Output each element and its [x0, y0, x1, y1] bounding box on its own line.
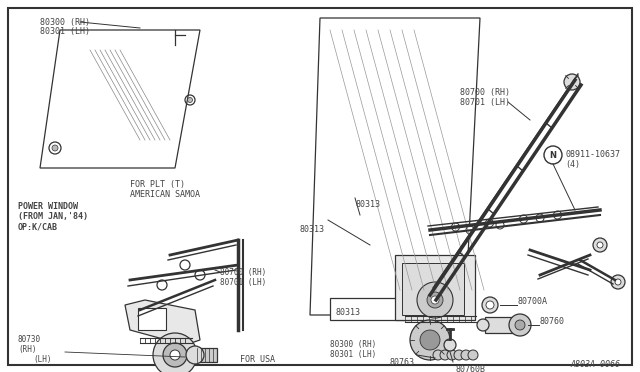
- Text: AMERICAN SAMOA: AMERICAN SAMOA: [130, 190, 200, 199]
- Circle shape: [153, 333, 197, 372]
- Text: 80701 (LH): 80701 (LH): [220, 278, 266, 287]
- Circle shape: [157, 280, 167, 290]
- Circle shape: [440, 350, 450, 360]
- Circle shape: [180, 260, 190, 270]
- Circle shape: [597, 242, 603, 248]
- Bar: [138, 308, 166, 330]
- Circle shape: [536, 214, 544, 222]
- Bar: [395, 255, 475, 320]
- Circle shape: [444, 339, 456, 351]
- Bar: [330, 298, 410, 320]
- Circle shape: [564, 74, 580, 90]
- Circle shape: [496, 221, 504, 229]
- Text: 80700A: 80700A: [518, 298, 548, 307]
- Circle shape: [486, 219, 493, 227]
- Circle shape: [515, 320, 525, 330]
- Circle shape: [186, 346, 204, 364]
- Text: (RH): (RH): [18, 345, 36, 354]
- Circle shape: [477, 319, 489, 331]
- Text: OP:K/CAB: OP:K/CAB: [18, 222, 58, 231]
- Circle shape: [486, 301, 494, 309]
- Circle shape: [611, 275, 625, 289]
- Circle shape: [188, 97, 193, 103]
- Circle shape: [593, 238, 607, 252]
- Circle shape: [461, 350, 471, 360]
- Text: 80313: 80313: [335, 308, 360, 317]
- Text: (4): (4): [565, 160, 580, 169]
- Bar: [402, 263, 464, 315]
- Circle shape: [554, 211, 561, 219]
- Text: 80763: 80763: [390, 358, 415, 367]
- Polygon shape: [125, 300, 200, 345]
- Text: 80300 (RH): 80300 (RH): [330, 340, 376, 349]
- Text: 80300 (RH): 80300 (RH): [40, 18, 90, 27]
- Circle shape: [170, 350, 180, 360]
- Text: 80760: 80760: [540, 317, 565, 327]
- Text: 08911-10637: 08911-10637: [565, 150, 620, 159]
- Text: 80701 (LH): 80701 (LH): [460, 98, 510, 107]
- Text: FOR USA: FOR USA: [240, 355, 275, 364]
- Circle shape: [420, 330, 440, 350]
- Text: 80301 (LH): 80301 (LH): [40, 27, 90, 36]
- Text: N: N: [550, 151, 557, 160]
- Text: (FROM JAN,'84): (FROM JAN,'84): [18, 212, 88, 221]
- Text: 80700 (RH): 80700 (RH): [460, 88, 510, 97]
- Circle shape: [468, 350, 478, 360]
- Text: 80730: 80730: [18, 335, 41, 344]
- Text: 80313: 80313: [300, 225, 325, 234]
- Text: A803A 0066: A803A 0066: [570, 360, 620, 369]
- Circle shape: [466, 226, 474, 234]
- Text: 80301 (LH): 80301 (LH): [330, 350, 376, 359]
- Text: 80760B: 80760B: [455, 365, 485, 372]
- Circle shape: [615, 279, 621, 285]
- Circle shape: [417, 282, 453, 318]
- Circle shape: [482, 297, 498, 313]
- Circle shape: [431, 296, 439, 304]
- Circle shape: [509, 314, 531, 336]
- Text: FOR PLT (T): FOR PLT (T): [130, 180, 185, 189]
- Text: POWER WINDOW: POWER WINDOW: [18, 202, 78, 211]
- Circle shape: [410, 320, 450, 360]
- Circle shape: [520, 215, 527, 223]
- Text: (LH): (LH): [33, 355, 51, 364]
- Circle shape: [163, 343, 187, 367]
- Text: 80313: 80313: [355, 200, 380, 209]
- Text: 80700 (RH): 80700 (RH): [220, 268, 266, 277]
- Circle shape: [433, 350, 443, 360]
- Circle shape: [195, 270, 205, 280]
- Circle shape: [454, 350, 464, 360]
- Bar: [195, 348, 217, 362]
- Bar: [485, 317, 520, 333]
- Circle shape: [52, 145, 58, 151]
- Circle shape: [451, 223, 460, 231]
- Circle shape: [427, 292, 443, 308]
- Circle shape: [447, 350, 457, 360]
